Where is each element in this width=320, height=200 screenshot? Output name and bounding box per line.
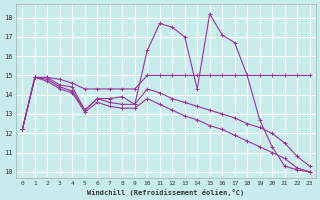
X-axis label: Windchill (Refroidissement éolien,°C): Windchill (Refroidissement éolien,°C) [87,189,244,196]
